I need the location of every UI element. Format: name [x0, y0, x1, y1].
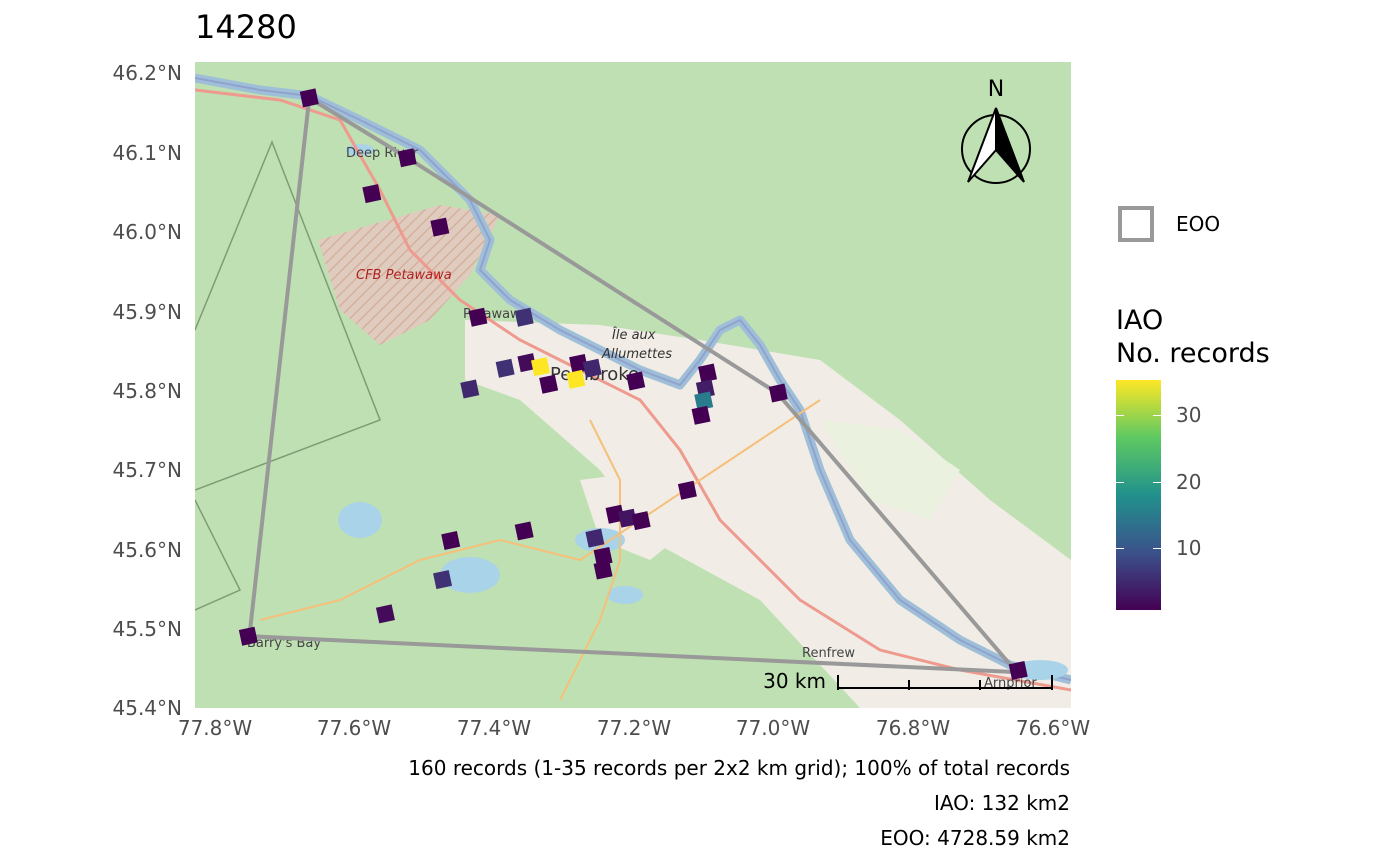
iao-cell[interactable] — [397, 148, 417, 168]
cfb-petawawa-area — [318, 205, 500, 345]
iao-cells-layer — [238, 88, 1028, 681]
iao-cell[interactable] — [677, 480, 697, 500]
lon-tick-label: 76.8°W — [875, 716, 951, 740]
eoo-hull-layer — [247, 95, 1019, 675]
iao-cell[interactable] — [460, 379, 480, 399]
lat-tick-label: 45.9°N — [112, 300, 183, 324]
lon-tick-label: 77.0°W — [735, 716, 811, 740]
map-title: 14280 — [195, 8, 297, 46]
iao-cell[interactable] — [618, 508, 638, 528]
lat-tick-label: 45.5°N — [112, 617, 183, 641]
lake — [440, 557, 500, 593]
legend-eoo-label: EOO — [1176, 212, 1221, 236]
iao-cell[interactable] — [299, 88, 319, 108]
place-label-renfrew: Renfrew — [802, 646, 855, 661]
lat-tick-label: 46.2°N — [112, 61, 183, 85]
road — [559, 419, 621, 701]
lat-tick-label: 45.8°N — [112, 379, 183, 403]
park-boundary — [195, 499, 242, 611]
lat-tick-label: 45.7°N — [112, 458, 183, 482]
lake — [338, 502, 382, 538]
legend-iao-title-line1: IAO — [1116, 305, 1164, 336]
road — [259, 399, 821, 621]
iao-cell[interactable] — [517, 353, 537, 373]
lake — [607, 586, 643, 604]
scale-bar-label: 30 km — [763, 669, 826, 693]
iao-cell[interactable] — [593, 560, 613, 580]
place-label-ile1: Île aux — [612, 327, 656, 343]
iao-cell[interactable] — [691, 405, 711, 425]
colorbar-label: 30 — [1176, 403, 1202, 427]
iao-cell[interactable] — [375, 604, 395, 624]
park-boundary — [195, 139, 381, 491]
lat-tick-label: 46.0°N — [112, 220, 183, 244]
iao-cell[interactable] — [626, 371, 646, 391]
iao-cell[interactable] — [582, 358, 602, 378]
open-land-area — [820, 420, 960, 520]
iao-cell[interactable] — [468, 307, 488, 327]
lon-tick-label: 77.8°W — [177, 716, 253, 740]
north-arrow-label: N — [988, 77, 1004, 102]
lon-tick-label: 77.4°W — [456, 716, 532, 740]
lake — [346, 144, 374, 156]
caption-eoo: EOO: 4728.59 km2 — [880, 826, 1070, 850]
caption-records: 160 records (1-35 records per 2x2 km gri… — [408, 756, 1070, 780]
legend-iao-title: IAO No. records — [1116, 304, 1270, 370]
lat-tick-label: 46.1°N — [112, 141, 183, 165]
place-label-cfb: CFB Petawawa — [356, 268, 452, 283]
lat-tick-label: 45.6°N — [112, 538, 183, 562]
iao-cell[interactable] — [768, 383, 788, 403]
legend-colorbar — [1116, 380, 1161, 610]
eoo-hull — [247, 95, 1019, 675]
iao-cell[interactable] — [430, 217, 450, 237]
ottawa-river-shoreline — [195, 77, 1071, 681]
colorbar-label: 10 — [1176, 536, 1202, 560]
iao-cell[interactable] — [566, 369, 586, 389]
legend-eoo-key — [1118, 206, 1154, 242]
iao-cell[interactable] — [539, 374, 559, 394]
iao-cell[interactable] — [531, 357, 550, 377]
north-arrow-icon: N — [961, 77, 1031, 184]
lon-tick-label: 77.2°W — [596, 716, 672, 740]
iao-cell[interactable] — [1008, 661, 1028, 681]
lat-tick-label: 45.4°N — [112, 696, 183, 720]
iao-cell[interactable] — [238, 626, 258, 646]
iao-cell[interactable] — [433, 570, 453, 590]
scale-bar: 30 km — [763, 669, 1053, 693]
iao-cell[interactable] — [569, 353, 589, 373]
iao-cell[interactable] — [698, 363, 718, 383]
lon-tick-label: 76.6°W — [1015, 716, 1091, 740]
iao-cell[interactable] — [495, 358, 515, 378]
place-label-ile2: Allumettes — [601, 347, 672, 362]
lon-tick-label: 77.6°W — [316, 716, 392, 740]
iao-cell[interactable] — [441, 531, 461, 551]
iao-cell[interactable] — [514, 521, 534, 541]
iao-cell[interactable] — [694, 391, 714, 411]
iao-cell[interactable] — [362, 184, 382, 204]
iao-cell[interactable] — [585, 528, 605, 548]
colorbar-label: 20 — [1176, 470, 1202, 494]
iao-cell[interactable] — [631, 511, 651, 531]
caption-iao: IAO: 132 km2 — [933, 791, 1070, 815]
iao-cell[interactable] — [514, 307, 534, 327]
legend-iao-title-line2: No. records — [1116, 338, 1270, 369]
